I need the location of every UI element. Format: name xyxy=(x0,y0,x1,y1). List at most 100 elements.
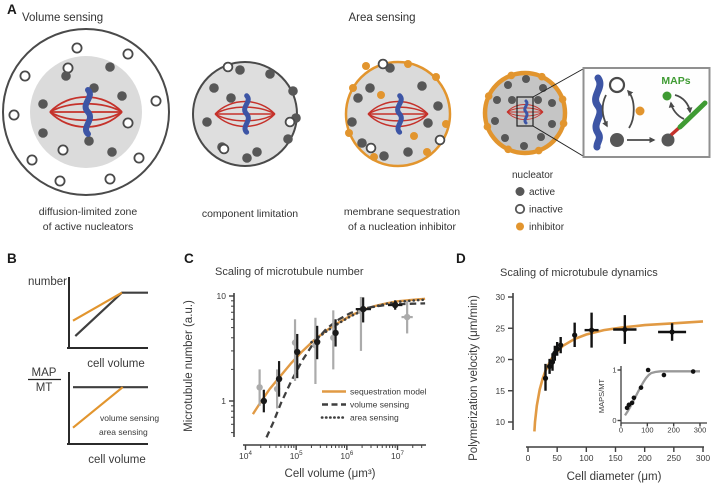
active-nucleator-dot xyxy=(508,96,516,104)
panel-c-label: C xyxy=(184,251,194,266)
molecular-inset-diagram: MAPs xyxy=(582,67,711,158)
inhibitor-dot-icon xyxy=(516,222,524,231)
x-tick-label: 50 xyxy=(552,453,562,463)
active-nucleator-dot xyxy=(265,69,275,79)
active-nucleator-dot xyxy=(548,99,556,107)
y-tick-label: 1 xyxy=(221,396,226,406)
y-tick-label: 10 xyxy=(496,417,506,427)
d-title: Scaling of microtubule dynamics xyxy=(500,267,658,279)
x-tick-label: 200 xyxy=(638,453,652,463)
x-tick-label: 300 xyxy=(694,426,707,435)
c-plot-area: 104 105 106 107 1 10 xyxy=(217,291,427,461)
x-tick-label: 100 xyxy=(641,426,654,435)
inhibitor-dot xyxy=(442,120,450,128)
y-tick-label: 1 xyxy=(612,366,616,375)
header-area-sensing: Area sensing xyxy=(348,12,415,24)
panel-d-label: D xyxy=(456,251,466,266)
data-point-data-black xyxy=(572,332,578,338)
active-nucleator-dot xyxy=(235,65,245,75)
curve-sequestration-model xyxy=(251,297,426,415)
active-nucleator-dot xyxy=(202,117,212,127)
active-nucleator-dot xyxy=(347,117,357,127)
cell-diagram-small-cell xyxy=(482,68,584,157)
inhibitor-dot xyxy=(349,84,357,92)
active-nucleator-dot xyxy=(209,83,219,93)
active-nucleator-dot xyxy=(353,93,363,103)
panel-b-schematic-plots: B number cell volume MAP MT volume sensi… xyxy=(7,251,159,466)
active-nucleator-dot xyxy=(423,118,433,128)
inactive-nucleator-dot xyxy=(62,62,74,74)
active-nucleator-dot xyxy=(520,142,528,150)
inactive-nucleator-dot xyxy=(54,175,66,187)
y-tick-label: 0 xyxy=(612,416,616,425)
x-tick-label: 105 xyxy=(290,450,303,461)
b-bottom-xlabel: cell volume xyxy=(88,454,146,466)
legend-inactive-label: inactive xyxy=(529,205,563,216)
panel-c-microtubule-number-chart: C Scaling of microtubule number Microtub… xyxy=(183,251,427,480)
map-protein-icon xyxy=(662,91,672,101)
active-nucleator-dot xyxy=(357,138,367,148)
activation-arrow xyxy=(627,89,635,129)
zoom-connector-bottom xyxy=(532,125,584,157)
data-point-data-black xyxy=(313,338,321,346)
inactive-nucleator-dot xyxy=(122,117,134,129)
data-point-data-black xyxy=(638,385,644,390)
x-tick-label: 107 xyxy=(391,450,404,461)
inactive-nucleator-dot xyxy=(26,154,38,166)
c-legend-volume: volume sensing xyxy=(350,400,409,410)
y-tick-label: 20 xyxy=(496,355,506,365)
cell-diagram-component-limitation xyxy=(192,61,301,167)
c-legend-area: area sensing xyxy=(350,413,399,423)
active-nucleator-dot xyxy=(242,153,252,163)
inhibitor-icon xyxy=(635,106,645,116)
inhibitor-dot xyxy=(484,92,493,100)
x-tick-label: 100 xyxy=(579,453,593,463)
membrane-inhibitor-dots xyxy=(483,71,568,155)
data-point-data-black xyxy=(260,397,268,405)
b-top-lines xyxy=(72,291,148,337)
nucleator-legend-title: nucleator xyxy=(512,170,554,181)
inhibitor-dot xyxy=(432,73,440,81)
data-point-data-black xyxy=(275,375,283,383)
d-ylabel: Polymerization velocity (μm/min) xyxy=(468,295,480,461)
active-nucleator-dot xyxy=(417,81,427,91)
chromatin-icon xyxy=(592,74,604,151)
inactive-nucleator-dot xyxy=(8,109,20,121)
data-point-data-black xyxy=(631,395,637,401)
active-nucleator-dot xyxy=(433,101,443,111)
active-nucleator-dot xyxy=(537,133,545,141)
active-nucleator-dot xyxy=(539,84,547,92)
panel-d-microtubule-dynamics-chart: D Scaling of microtubule dynamics Polyme… xyxy=(456,251,710,483)
active-nucleator-dot xyxy=(504,81,512,89)
cell-diagram-diffusion-limited-zone xyxy=(2,28,170,196)
deactivation-arrow xyxy=(601,94,608,128)
data-point-data-black xyxy=(332,329,339,337)
active-nucleator-dot xyxy=(534,96,542,104)
b-top-xlabel: cell volume xyxy=(87,358,145,370)
data-point-data-black xyxy=(542,375,549,381)
caption-cell2: component limitation xyxy=(202,208,298,220)
inhibitor-dot xyxy=(370,153,378,161)
inhibitor-dot xyxy=(377,91,385,99)
caption-cell3-line1: membrane sequestration xyxy=(344,206,460,218)
inactive-nucleator-dot xyxy=(222,61,234,73)
inhibitor-dot xyxy=(410,132,418,140)
data-point-data-black xyxy=(294,348,301,356)
inactive-nucleator-dot xyxy=(104,173,116,185)
data-point-data-black xyxy=(622,326,628,333)
active-nucleator-dot xyxy=(288,86,298,96)
d-xlabel: Cell diameter (μm) xyxy=(567,471,662,483)
x-tick-label: 0 xyxy=(619,426,623,435)
legend-active-label: active xyxy=(529,187,556,198)
active-nucleator-dot xyxy=(493,96,501,104)
active-nucleator-dots xyxy=(38,62,127,157)
data-point-data-black xyxy=(645,367,651,373)
inactive-nucleator-dot xyxy=(71,42,83,54)
inhibitor-dot xyxy=(423,148,431,156)
b-legend-volume-sensing: volume sensing xyxy=(100,413,159,423)
inhibitor-dot xyxy=(559,119,568,128)
y-tick-label: 25 xyxy=(496,323,506,333)
active-nucleator-dot xyxy=(105,62,115,72)
active-nucleator-dots xyxy=(347,63,443,161)
